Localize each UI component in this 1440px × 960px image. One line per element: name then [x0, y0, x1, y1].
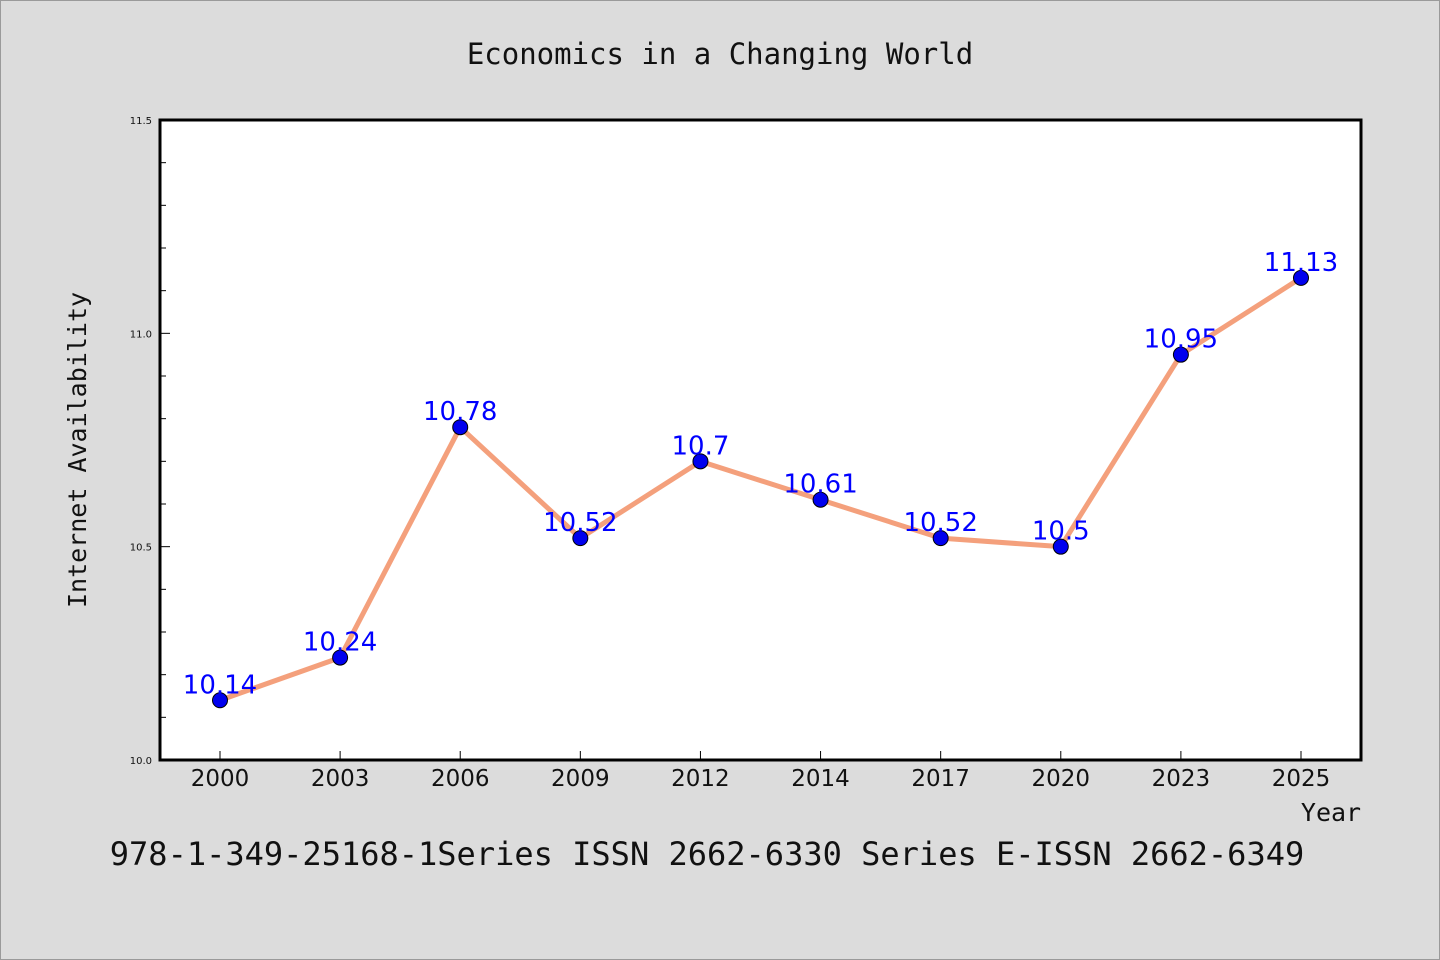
data-point [1293, 269, 1309, 286]
x-axis-label: Year [1301, 798, 1361, 827]
data-point [692, 453, 709, 470]
y-tick-label: 11.0 [130, 329, 152, 340]
y-tick-label: 10.5 [130, 543, 152, 554]
data-point [1052, 538, 1069, 555]
x-tick-label: 2025 [1272, 766, 1331, 792]
plot-area [158, 118, 1363, 762]
data-label: 10.61 [783, 470, 857, 500]
x-axis-ticks: 2000 2003 2006 2009 2012 2014 2017 2020 2023 2025 [191, 751, 1331, 792]
data-label: 10.24 [303, 628, 377, 658]
x-tick-label: 2012 [671, 766, 730, 792]
series-layer: 10.14 10.24 10.78 10.52 10.7 10.61 10.52 10.5 10… [183, 248, 1338, 709]
data-label: 10.7 [671, 431, 729, 461]
data-label: 11.13 [1264, 248, 1338, 278]
data-point [332, 649, 349, 666]
y-tick-label: 10.0 [130, 756, 152, 767]
y-axis-label: Internet Availability [63, 292, 92, 608]
y-tick-label: 11.5 [130, 116, 152, 127]
x-tick-label: 2017 [911, 766, 970, 792]
x-tick-label: 2003 [311, 766, 370, 792]
x-tick-label: 2006 [431, 766, 490, 792]
chart-title: Economics in a Changing World [467, 37, 973, 71]
data-label: 10.95 [1144, 325, 1218, 355]
data-point [572, 530, 589, 547]
data-label: 10.78 [423, 397, 497, 427]
data-point [812, 491, 829, 508]
data-point [212, 692, 228, 709]
x-tick-label: 2009 [551, 766, 610, 792]
x-tick-label: 2014 [791, 766, 850, 792]
data-label: 10.52 [903, 508, 977, 538]
x-tick-label: 2020 [1032, 766, 1091, 792]
chart-subtitle: 978-1-349-25168-1Series ISSN 2662-6330 S… [110, 835, 1304, 873]
data-point [932, 530, 949, 547]
data-point [452, 419, 469, 436]
data-label: 10.14 [183, 670, 257, 700]
data-label: 10.5 [1032, 517, 1090, 547]
series-line [217, 275, 1304, 703]
x-tick-label: 2023 [1152, 766, 1211, 792]
x-tick-label: 2000 [191, 766, 250, 792]
data-point [1172, 346, 1189, 363]
y-axis-ticks: 10.0 10.5 11.0 11.5 [130, 116, 170, 767]
data-label: 10.52 [543, 508, 617, 538]
